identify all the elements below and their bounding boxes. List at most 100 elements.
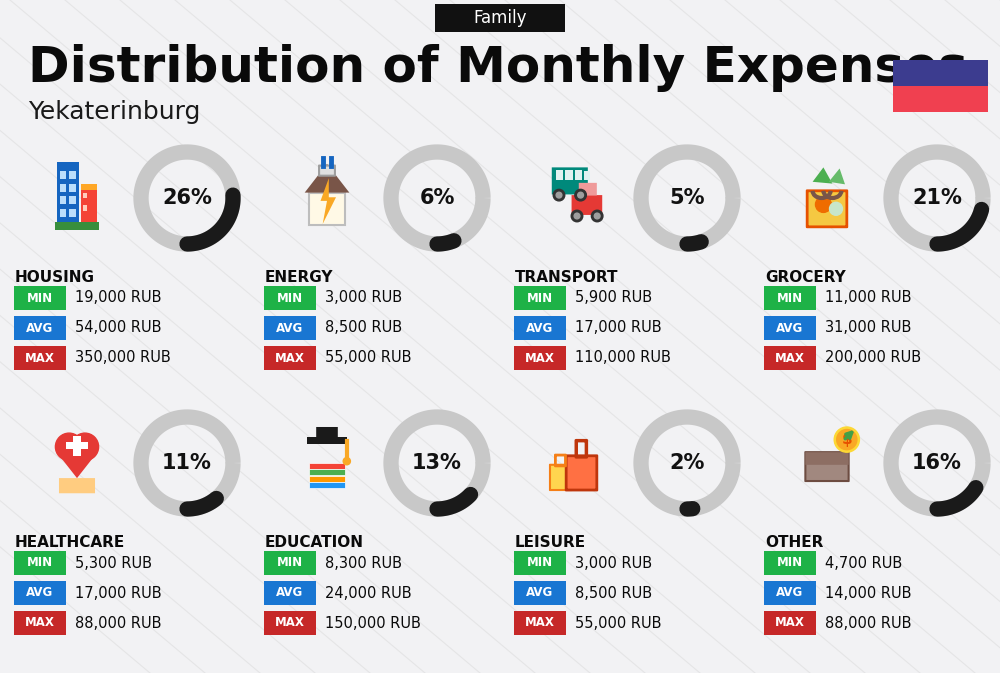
Text: 31,000 RUB: 31,000 RUB [825,320,911,336]
Text: 19,000 RUB: 19,000 RUB [75,291,162,306]
FancyBboxPatch shape [57,162,79,225]
FancyBboxPatch shape [572,195,602,215]
Text: 4,700 RUB: 4,700 RUB [825,555,902,571]
FancyBboxPatch shape [14,611,66,635]
Text: 5%: 5% [669,188,705,208]
FancyBboxPatch shape [14,286,66,310]
Circle shape [71,433,99,460]
Text: 13%: 13% [412,453,462,473]
Text: 5,300 RUB: 5,300 RUB [75,555,152,571]
Text: 8,500 RUB: 8,500 RUB [325,320,402,336]
FancyBboxPatch shape [565,170,573,180]
Polygon shape [321,178,336,224]
Text: MAX: MAX [775,616,805,629]
Text: MAX: MAX [275,616,305,629]
Circle shape [556,192,562,198]
Text: 2%: 2% [669,453,705,473]
FancyBboxPatch shape [807,190,847,227]
FancyBboxPatch shape [69,171,76,179]
FancyBboxPatch shape [514,581,566,605]
FancyBboxPatch shape [307,437,347,444]
Text: Distribution of Monthly Expenses: Distribution of Monthly Expenses [28,44,968,92]
Text: MAX: MAX [25,616,55,629]
Text: 150,000 RUB: 150,000 RUB [325,616,421,631]
FancyBboxPatch shape [14,316,66,340]
Circle shape [575,189,586,201]
FancyBboxPatch shape [435,4,565,32]
Text: 8,500 RUB: 8,500 RUB [575,586,652,600]
Text: AVG: AVG [526,586,554,600]
FancyBboxPatch shape [579,183,597,195]
Text: Yekaterinburg: Yekaterinburg [28,100,200,124]
Text: 200,000 RUB: 200,000 RUB [825,351,921,365]
FancyBboxPatch shape [264,611,316,635]
Text: ENERGY: ENERGY [265,270,334,285]
Text: 24,000 RUB: 24,000 RUB [325,586,412,600]
FancyBboxPatch shape [60,171,66,179]
Text: HEALTHCARE: HEALTHCARE [15,535,125,550]
Text: Family: Family [473,9,527,27]
FancyBboxPatch shape [556,170,563,180]
FancyBboxPatch shape [69,184,76,192]
Text: MAX: MAX [25,351,55,365]
Text: MIN: MIN [277,557,303,569]
Polygon shape [813,168,832,184]
FancyBboxPatch shape [893,86,988,112]
Text: MIN: MIN [777,291,803,304]
Text: 54,000 RUB: 54,000 RUB [75,320,162,336]
FancyBboxPatch shape [264,551,316,575]
Text: MIN: MIN [527,291,553,304]
FancyBboxPatch shape [805,452,849,465]
FancyBboxPatch shape [14,581,66,605]
FancyBboxPatch shape [59,478,95,493]
FancyBboxPatch shape [764,316,816,340]
Text: MAX: MAX [775,351,805,365]
Circle shape [55,433,83,460]
FancyBboxPatch shape [264,286,316,310]
Text: GROCERY: GROCERY [765,270,846,285]
FancyBboxPatch shape [60,184,66,192]
Text: AVG: AVG [276,586,304,600]
Text: 26%: 26% [162,188,212,208]
Text: MAX: MAX [525,616,555,629]
FancyBboxPatch shape [309,463,345,469]
FancyBboxPatch shape [69,209,76,217]
Text: 55,000 RUB: 55,000 RUB [325,351,412,365]
Text: 16%: 16% [912,453,962,473]
Text: TRANSPORT: TRANSPORT [515,270,618,285]
Text: MIN: MIN [527,557,553,569]
Text: MAX: MAX [525,351,555,365]
FancyBboxPatch shape [309,470,345,475]
FancyBboxPatch shape [309,483,345,488]
FancyBboxPatch shape [552,168,588,194]
Text: 350,000 RUB: 350,000 RUB [75,351,171,365]
Text: MAX: MAX [275,351,305,365]
FancyBboxPatch shape [309,476,345,482]
FancyBboxPatch shape [60,197,66,204]
Polygon shape [57,453,97,478]
Text: AVG: AVG [276,322,304,334]
Text: EDUCATION: EDUCATION [265,535,364,550]
Circle shape [837,429,857,450]
Text: 55,000 RUB: 55,000 RUB [575,616,662,631]
Polygon shape [305,164,349,192]
Circle shape [553,189,565,201]
Circle shape [343,458,350,465]
FancyBboxPatch shape [83,205,87,211]
Text: 3,000 RUB: 3,000 RUB [575,555,652,571]
FancyBboxPatch shape [81,184,97,190]
Text: 3,000 RUB: 3,000 RUB [325,291,402,306]
Text: MIN: MIN [27,291,53,304]
Circle shape [830,203,842,215]
FancyBboxPatch shape [264,346,316,370]
FancyBboxPatch shape [805,452,849,481]
Polygon shape [829,168,845,184]
FancyBboxPatch shape [81,184,97,223]
Text: AVG: AVG [776,322,804,334]
Text: OTHER: OTHER [765,535,823,550]
FancyBboxPatch shape [55,223,99,229]
Circle shape [834,427,859,452]
Circle shape [571,210,583,222]
FancyBboxPatch shape [514,611,566,635]
FancyBboxPatch shape [83,192,87,199]
